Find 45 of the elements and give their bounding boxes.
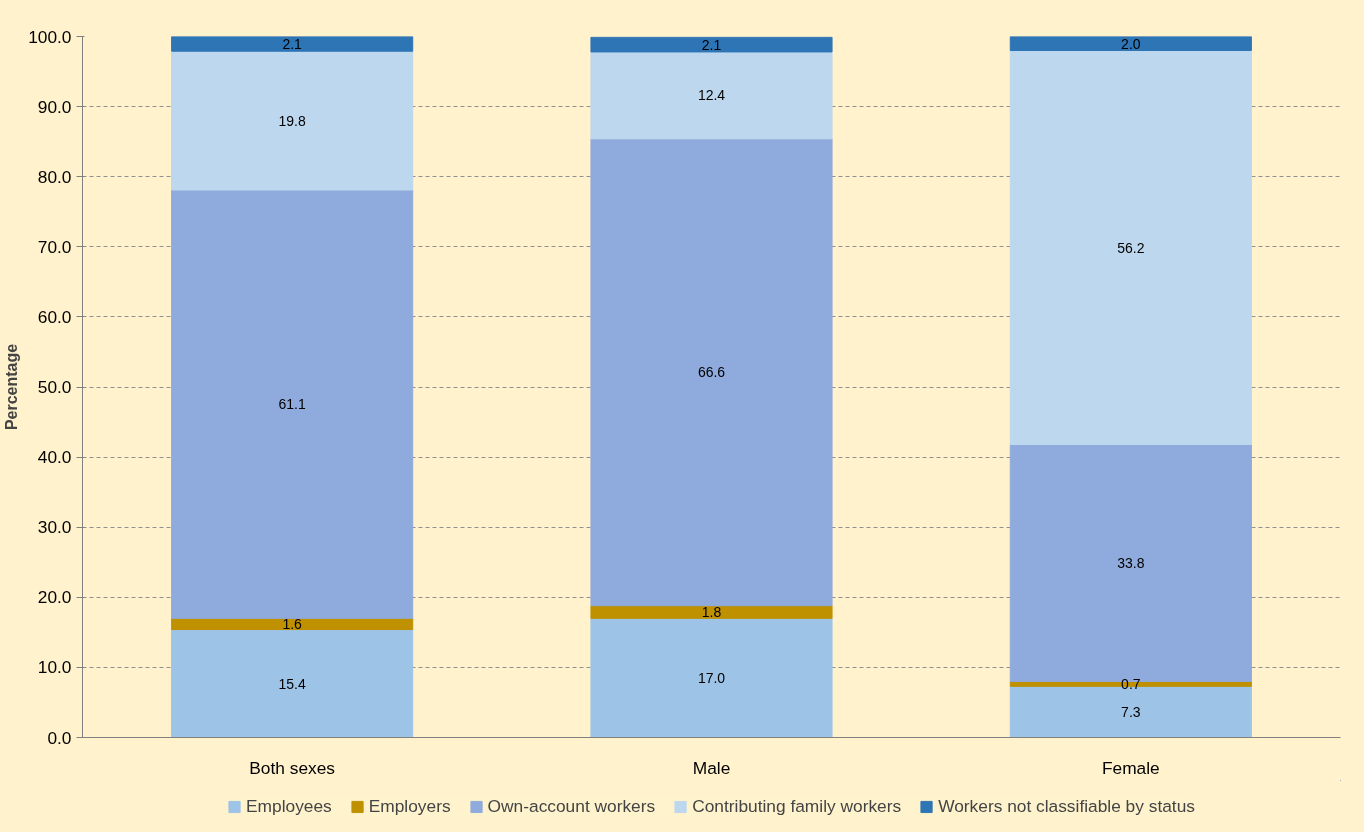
y-tick-label: 80.0 <box>37 166 72 187</box>
legend-label: Workers not classifiable by status <box>938 795 1195 817</box>
bar <box>1009 50 1252 445</box>
y-axis-title: Percentage <box>3 343 21 431</box>
y-tick-label: 40.0 <box>37 447 72 468</box>
x-tick-label: Both sexes <box>249 757 336 778</box>
data-label: 7.3 <box>1121 703 1141 720</box>
bar <box>1009 36 1252 52</box>
data-label: 1.8 <box>701 604 722 621</box>
bar <box>171 189 414 619</box>
legend-label: Contributing family workers <box>692 795 902 817</box>
data-label: 19.8 <box>278 112 306 129</box>
bar <box>590 617 833 738</box>
x-tick-label: Female <box>1101 757 1160 778</box>
bar <box>171 50 414 191</box>
data-label: 2.1 <box>701 36 722 53</box>
y-tick-label: 60.0 <box>37 306 72 327</box>
data-label: 2.1 <box>282 35 303 52</box>
data-label: 61.1 <box>278 396 306 413</box>
data-label: 33.8 <box>1117 554 1145 571</box>
bar <box>590 605 833 619</box>
y-tick-label: 10.0 <box>37 657 72 678</box>
bar <box>590 138 833 607</box>
x-tick-label: Male <box>692 757 731 778</box>
data-label: 1.6 <box>282 615 303 632</box>
bar <box>590 36 833 53</box>
y-tick-label: 100.0 <box>28 26 72 47</box>
y-tick-label: 0.0 <box>47 727 72 748</box>
data-label: 12.4 <box>697 87 726 104</box>
y-tick-label: 70.0 <box>37 236 72 257</box>
data-label: 66.6 <box>697 364 726 381</box>
data-label: 2.0 <box>1121 35 1141 52</box>
legend-label: Employers <box>368 795 451 817</box>
y-tick-label: 90.0 <box>37 96 72 117</box>
data-label: 15.4 <box>278 675 306 692</box>
y-tick-label: 20.0 <box>37 587 72 608</box>
bar <box>171 629 414 738</box>
legend-label: Employees <box>246 795 332 817</box>
bar <box>171 36 414 52</box>
legend-label: Own-account workers <box>487 795 656 817</box>
data-label: 56.2 <box>1117 239 1145 256</box>
y-tick-label: 50.0 <box>37 377 72 397</box>
y-tick-label: 30.0 <box>37 517 72 538</box>
bar <box>590 51 833 140</box>
data-label: 17.0 <box>697 669 726 686</box>
